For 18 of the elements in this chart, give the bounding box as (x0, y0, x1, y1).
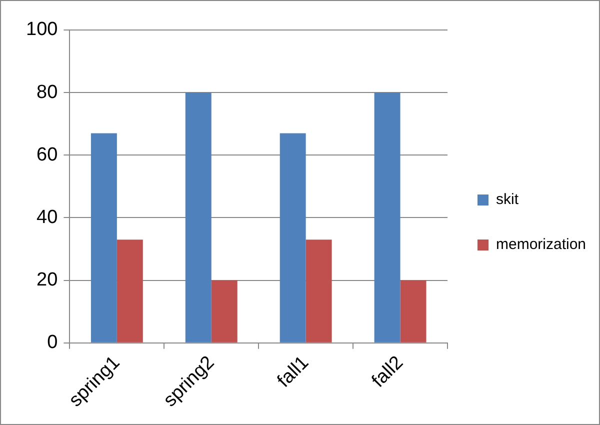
bar (400, 280, 426, 342)
bar (374, 92, 400, 342)
y-tick-label: 20 (36, 269, 58, 290)
bar (306, 240, 332, 342)
x-tick-label: fall1 (274, 352, 314, 392)
x-tick-label: fall2 (368, 352, 408, 392)
y-tick-label: 80 (36, 82, 58, 103)
bar (280, 133, 306, 342)
bar (116, 240, 143, 342)
legend-label: memorization (496, 236, 586, 254)
legend-label: skit (496, 191, 520, 208)
bar (185, 92, 212, 342)
y-tick-label: 100 (26, 19, 58, 40)
y-tick-label: 60 (36, 144, 58, 166)
bar (90, 133, 117, 342)
y-tick-label: 40 (36, 206, 58, 228)
bar (211, 280, 238, 342)
y-tick-label: 0 (47, 332, 58, 354)
